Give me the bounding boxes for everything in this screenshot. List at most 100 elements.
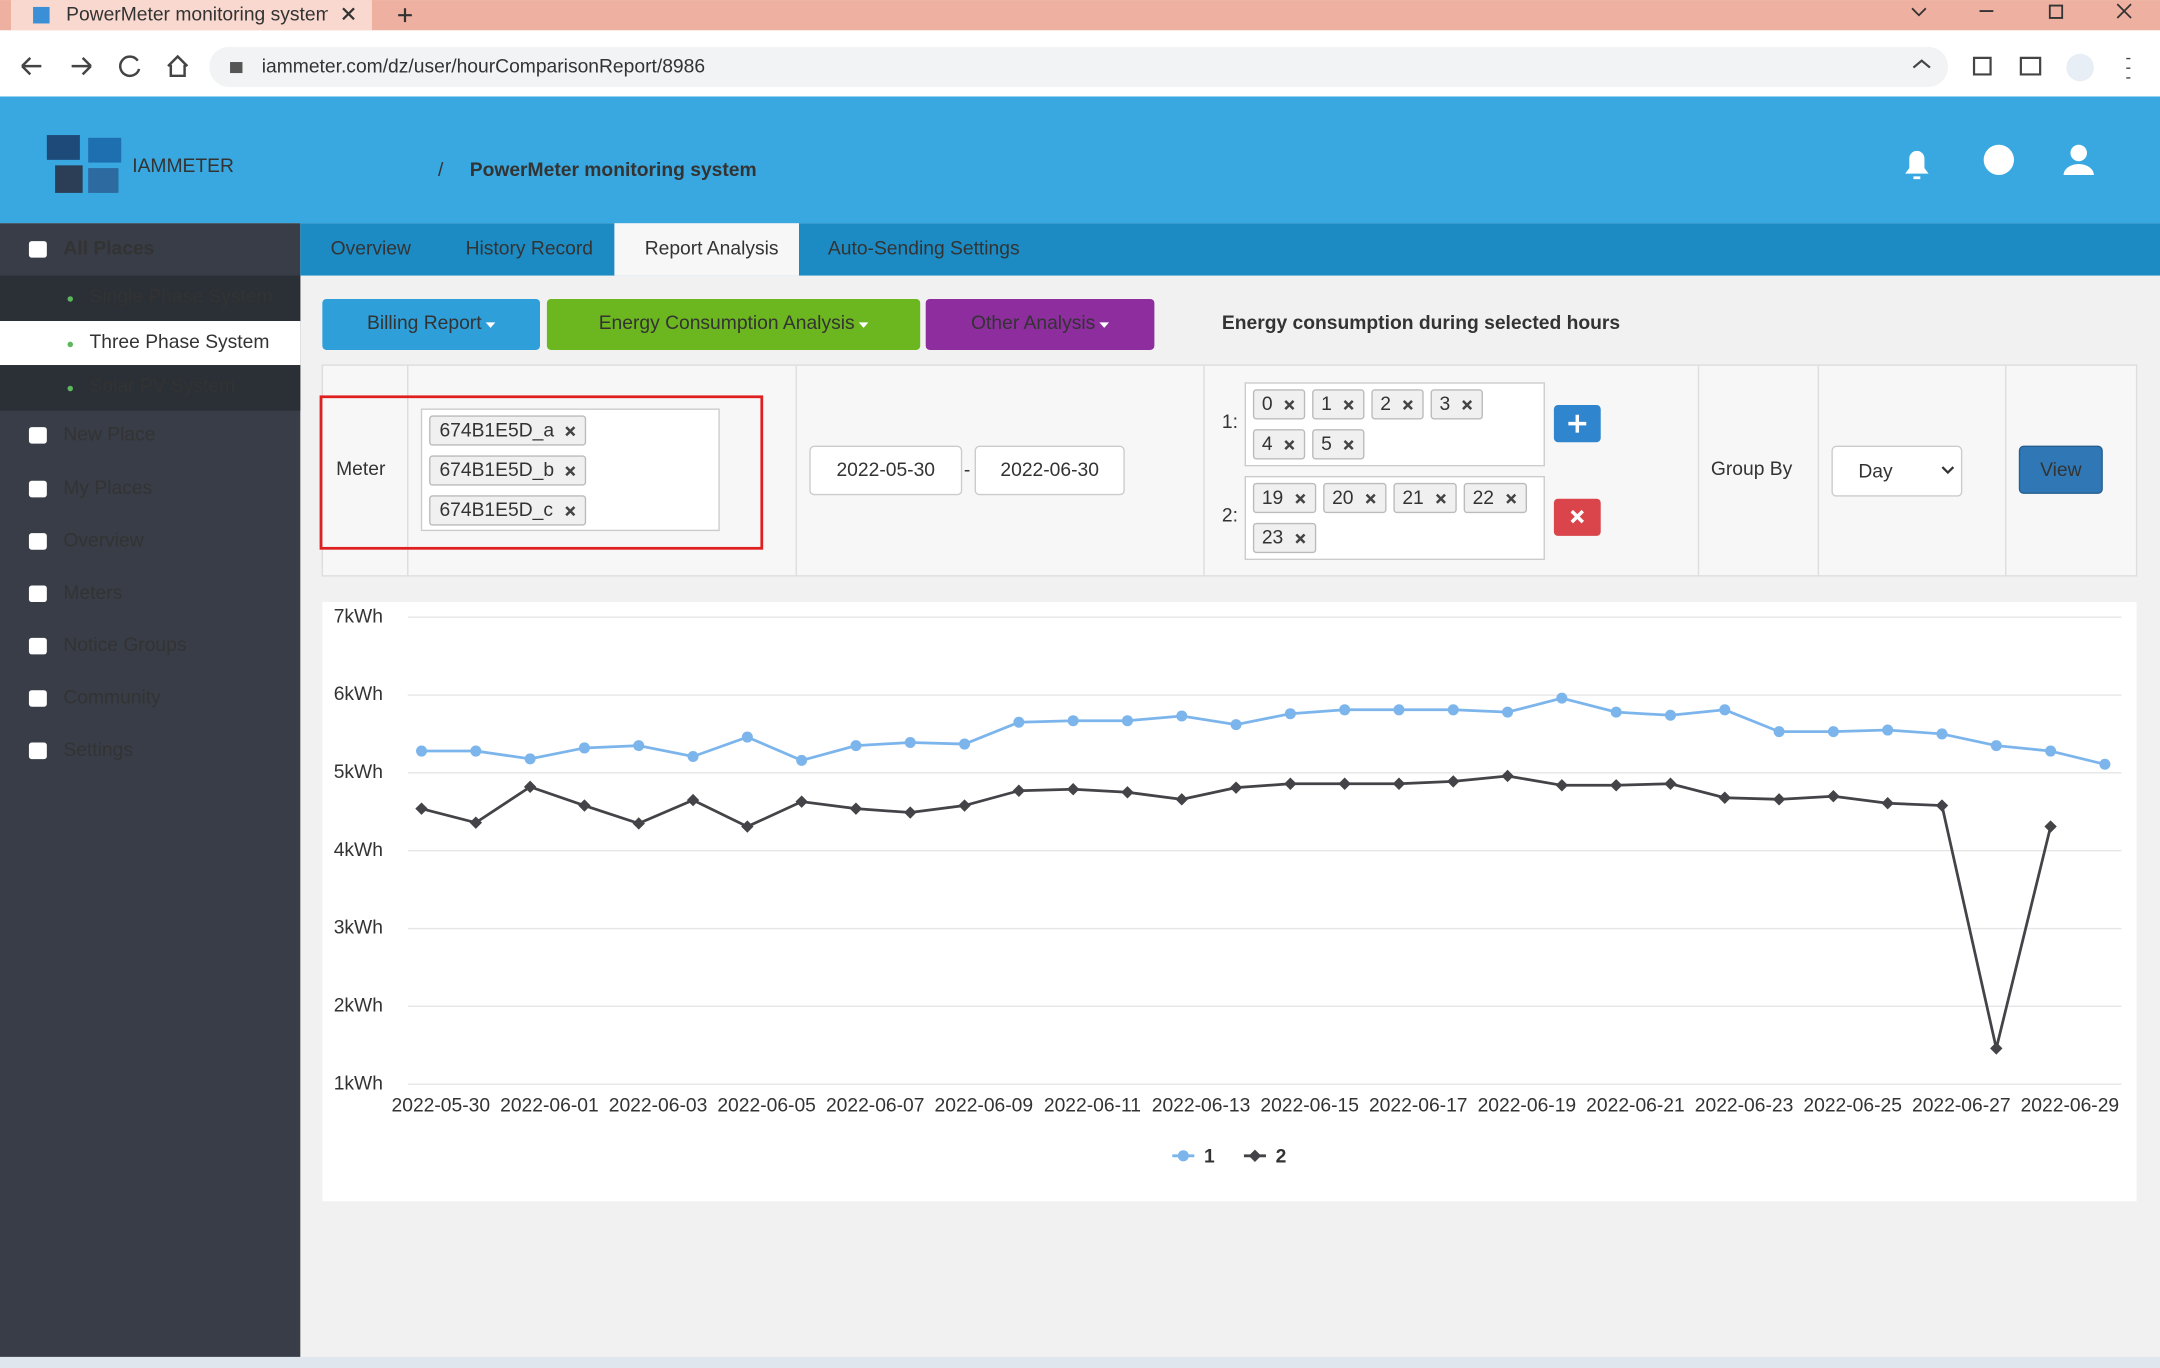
- point: [1176, 711, 1187, 722]
- group-label: 2:: [1222, 506, 1238, 527]
- date-separator: -: [964, 460, 970, 481]
- x-tick-label: 2022-06-09: [935, 1095, 1034, 1116]
- point: [1068, 715, 1079, 726]
- hour-tag-label: 4: [1262, 434, 1273, 455]
- hour-tag-label: 20: [1332, 488, 1353, 509]
- point: [1393, 704, 1404, 715]
- logo-text: IAMMETER: [132, 156, 234, 177]
- meter-tags: 674B1E5D_a 674B1E5D_b 674B1E5D_c: [430, 416, 586, 525]
- point: [1013, 717, 1024, 728]
- hour-tag-label: 1: [1321, 394, 1332, 415]
- menu-item[interactable]: My Places: [63, 478, 152, 499]
- submenu-item[interactable]: Solar PV System: [90, 376, 236, 397]
- menu-icon: [29, 638, 47, 655]
- profile-icon[interactable]: [2066, 54, 2094, 82]
- point: [959, 739, 970, 750]
- group-by-select[interactable]: [1832, 446, 1961, 496]
- point: [688, 751, 699, 762]
- point: [1774, 726, 1785, 737]
- menu-item[interactable]: Overview: [63, 531, 143, 552]
- header-separator: /: [438, 160, 444, 181]
- point: [1339, 704, 1350, 715]
- hour-tag-label: 3: [1440, 394, 1451, 415]
- legend-label[interactable]: 2: [1276, 1146, 1287, 1167]
- point: [850, 740, 861, 751]
- report-title: Energy consumption during selected hours: [1222, 313, 1620, 334]
- point: [2045, 746, 2056, 757]
- menu-icon: [29, 586, 47, 603]
- x-tick-label: 2022-06-05: [717, 1095, 816, 1116]
- x-tick-label: 2022-06-21: [1586, 1095, 1685, 1116]
- hour-tag-label: 2: [1380, 394, 1391, 415]
- point: [1556, 693, 1567, 704]
- view-button-label: View: [2040, 460, 2081, 481]
- meter-tag-label: 674B1E5D_b: [439, 460, 554, 481]
- tab[interactable]: History Record: [466, 238, 593, 259]
- meter-tag-label: 674B1E5D_c: [439, 500, 553, 521]
- dropdown-button-label: Other Analysis: [971, 313, 1095, 334]
- tab[interactable]: Auto-Sending Settings: [828, 238, 1020, 259]
- point: [633, 740, 644, 751]
- point: [1611, 707, 1622, 718]
- meter-tag-label: 674B1E5D_a: [439, 420, 554, 441]
- x-tick-label: 2022-06-19: [1478, 1095, 1577, 1116]
- group-by-value: Day: [1858, 462, 1893, 483]
- point: [1991, 740, 2002, 751]
- tab-title: PowerMeter monitoring system: [66, 4, 332, 25]
- group-by-label: Group By: [1711, 459, 1793, 480]
- tab-favicon: [33, 7, 50, 24]
- menu-item[interactable]: Notice Groups: [63, 635, 186, 656]
- menu-item[interactable]: Community: [63, 688, 161, 709]
- point: [1828, 726, 1839, 737]
- point: [525, 753, 536, 764]
- point: [1448, 704, 1459, 715]
- point: [796, 755, 807, 766]
- x-tick-label: 2022-06-13: [1152, 1095, 1251, 1116]
- hour-tag-label: 23: [1262, 528, 1283, 549]
- tab[interactable]: Report Analysis: [645, 238, 779, 259]
- point: [1502, 707, 1513, 718]
- menu-item[interactable]: Settings: [63, 740, 133, 761]
- hour-tag-label: 21: [1402, 488, 1423, 509]
- legend-marker: [1178, 1150, 1189, 1161]
- point: [1665, 710, 1676, 721]
- hour-tag-label: 19: [1262, 488, 1283, 509]
- menu-item[interactable]: All Places: [63, 238, 154, 259]
- bottom-strip: [0, 1357, 2160, 1368]
- bullet: [68, 342, 74, 348]
- x-tick-label: 2022-06-17: [1369, 1095, 1468, 1116]
- start-date: 2022-05-30: [836, 460, 935, 481]
- point: [1231, 719, 1242, 730]
- legend-label[interactable]: 1: [1204, 1146, 1215, 1167]
- submenu-item[interactable]: Three Phase System: [90, 332, 270, 353]
- x-tick-label: 2022-05-30: [392, 1095, 491, 1116]
- hour-tag-label: 22: [1473, 488, 1494, 509]
- tab[interactable]: Overview: [331, 238, 411, 259]
- menu-item[interactable]: New Place: [63, 424, 155, 445]
- x-tick-label: 2022-06-03: [609, 1095, 708, 1116]
- menu-icon: [29, 743, 47, 760]
- menu-icon: [29, 690, 47, 707]
- menu-item[interactable]: Meters: [63, 583, 122, 604]
- point: [416, 746, 427, 757]
- point: [742, 732, 753, 743]
- y-tick-label: 1kWh: [334, 1073, 383, 1094]
- menu-icon: [29, 427, 47, 444]
- y-tick-label: 4kWh: [334, 840, 383, 861]
- hour-tag-label: 5: [1321, 434, 1332, 455]
- submenu-item[interactable]: Single Phase System: [90, 287, 273, 308]
- point: [579, 742, 590, 753]
- point: [905, 737, 916, 748]
- x-tick-label: 2022-06-23: [1695, 1095, 1794, 1116]
- point: [1936, 728, 1947, 739]
- bullet: [68, 296, 74, 302]
- y-tick-label: 6kWh: [334, 684, 383, 705]
- x-tick-label: 2022-06-11: [1044, 1095, 1141, 1116]
- app-header: [0, 96, 2160, 223]
- lock-icon: [230, 62, 242, 73]
- menu-icon: [29, 533, 47, 550]
- end-date: 2022-06-30: [1000, 460, 1099, 481]
- meter-label: Meter: [336, 459, 386, 480]
- y-tick-label: 5kWh: [334, 762, 383, 783]
